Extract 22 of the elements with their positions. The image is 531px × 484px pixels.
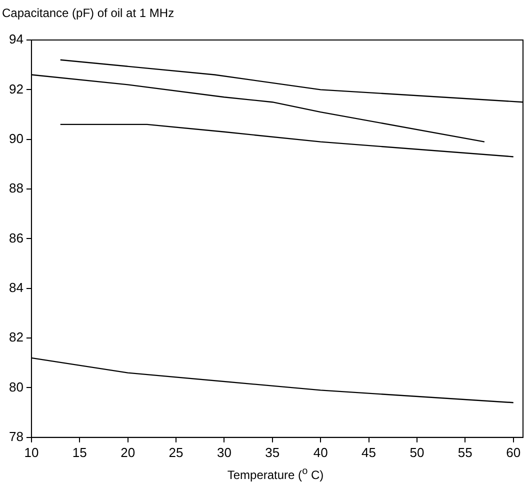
y-tick-label: 88	[8, 180, 24, 196]
x-tick-label: 25	[168, 444, 184, 460]
x-tick-label: 45	[362, 444, 376, 460]
y-tick-label: 84	[8, 280, 24, 295]
x-tick-label: 55	[458, 444, 472, 460]
x-tick-label: 20	[120, 444, 136, 460]
x-tick-label: 40	[313, 444, 328, 460]
y-tick-label: 80	[8, 379, 24, 394]
y-tick-label: 86	[8, 230, 24, 246]
y-tick-label: 78	[8, 428, 24, 444]
x-tick-label: 30	[216, 444, 232, 460]
x-tick-label: 60	[506, 444, 521, 460]
x-axis-title: Temperature ($^{o}$ C)	[226, 466, 325, 482]
y-tick-label: 92	[8, 81, 24, 96]
x-tick-label: 50	[410, 444, 424, 460]
x-tick-label: 10	[24, 444, 39, 460]
y-tick-label: 94	[8, 32, 24, 47]
y-tick-label: 90	[8, 130, 24, 146]
x-tick-label: 35	[265, 444, 280, 460]
chart-title: Capacitance (pF) of oil at 1 MHz	[2, 6, 174, 20]
y-tick-label: 82	[8, 330, 24, 345]
x-tick-label: 15	[72, 444, 87, 460]
